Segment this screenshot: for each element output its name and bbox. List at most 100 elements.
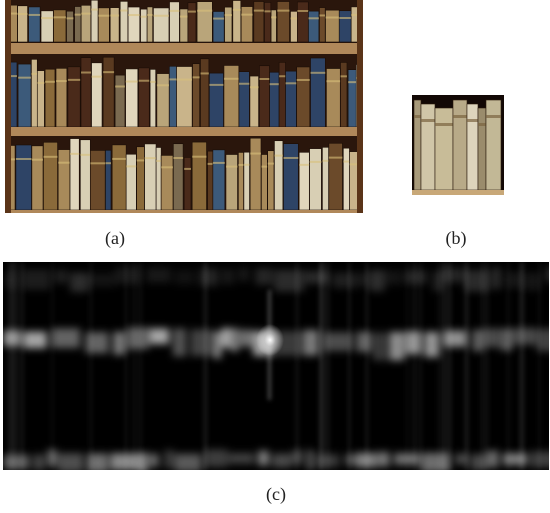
book-band — [467, 119, 478, 122]
streak — [22, 262, 24, 470]
book — [68, 67, 80, 127]
band-blob — [385, 270, 402, 284]
streak — [366, 262, 369, 470]
band-blob — [333, 272, 357, 287]
book — [32, 146, 43, 210]
band-blob — [238, 267, 249, 281]
band-blob — [213, 331, 221, 358]
book-band — [75, 14, 81, 16]
book-band — [213, 18, 224, 20]
book — [161, 155, 173, 210]
book — [299, 152, 309, 210]
band-blob — [164, 450, 174, 468]
book — [141, 9, 147, 42]
book-band — [225, 14, 232, 16]
book-band — [90, 162, 105, 164]
band-blob — [146, 268, 171, 283]
streak — [419, 262, 422, 470]
book-band — [188, 11, 196, 13]
book — [103, 57, 114, 127]
book — [209, 73, 223, 127]
book-band — [238, 164, 243, 166]
caption: (b) — [446, 228, 467, 249]
band-blob — [199, 268, 218, 285]
book-band — [157, 84, 169, 86]
book — [277, 2, 289, 42]
book-band — [139, 80, 150, 82]
book-band — [244, 164, 250, 166]
band-blob — [492, 268, 501, 289]
streak — [448, 262, 452, 470]
band-blob — [70, 273, 88, 292]
book — [271, 10, 276, 42]
book — [16, 145, 32, 210]
book — [197, 2, 212, 42]
book-band — [326, 80, 340, 82]
book-band — [329, 157, 343, 159]
streak — [51, 262, 54, 470]
streak — [8, 262, 12, 470]
book — [250, 76, 259, 127]
book-band — [339, 17, 351, 19]
book-band — [421, 119, 435, 122]
book-band — [147, 14, 153, 16]
band-blob — [357, 332, 372, 352]
book — [157, 74, 169, 127]
streak — [125, 262, 127, 470]
band-blob — [52, 328, 80, 348]
book — [80, 140, 90, 210]
streak — [14, 262, 17, 470]
book — [467, 104, 478, 190]
book-band — [54, 16, 66, 18]
band-blob — [23, 332, 46, 349]
book-band — [37, 82, 44, 84]
book-band — [268, 163, 274, 165]
streak — [442, 262, 446, 470]
streak — [406, 262, 409, 470]
book-band — [193, 76, 200, 78]
book — [238, 152, 243, 210]
book-band — [112, 158, 126, 160]
streak — [132, 262, 137, 470]
book — [486, 100, 501, 190]
book-band — [308, 17, 318, 19]
book-band — [277, 10, 289, 12]
book-band — [141, 16, 147, 18]
book — [339, 11, 351, 42]
book-band — [213, 162, 225, 164]
book-band — [58, 162, 70, 164]
caption: (c) — [266, 484, 286, 505]
book-band — [435, 123, 453, 126]
band-blob — [54, 270, 68, 284]
band-blob — [89, 273, 115, 287]
book-band — [319, 14, 325, 16]
book — [268, 151, 274, 210]
book — [56, 68, 67, 127]
band-blob — [205, 450, 228, 467]
book-band — [153, 15, 169, 17]
book — [43, 142, 57, 210]
book — [81, 58, 91, 127]
band-blob — [272, 454, 291, 468]
book-band — [192, 156, 206, 158]
band-blob — [113, 332, 125, 355]
streak — [485, 262, 488, 470]
book — [75, 7, 81, 42]
book — [226, 155, 238, 210]
shelf — [412, 190, 504, 195]
book-band — [200, 72, 208, 74]
band-blob — [425, 332, 439, 357]
correlation-map — [3, 262, 550, 472]
book — [67, 11, 74, 42]
band-blob — [304, 330, 319, 355]
book — [343, 148, 349, 210]
book-band — [137, 159, 145, 161]
book-band — [310, 161, 322, 163]
streak — [320, 262, 324, 470]
book-band — [45, 81, 55, 83]
book — [173, 144, 183, 210]
book — [414, 100, 421, 190]
book-band — [340, 75, 346, 77]
book — [128, 7, 140, 42]
book — [208, 151, 213, 210]
